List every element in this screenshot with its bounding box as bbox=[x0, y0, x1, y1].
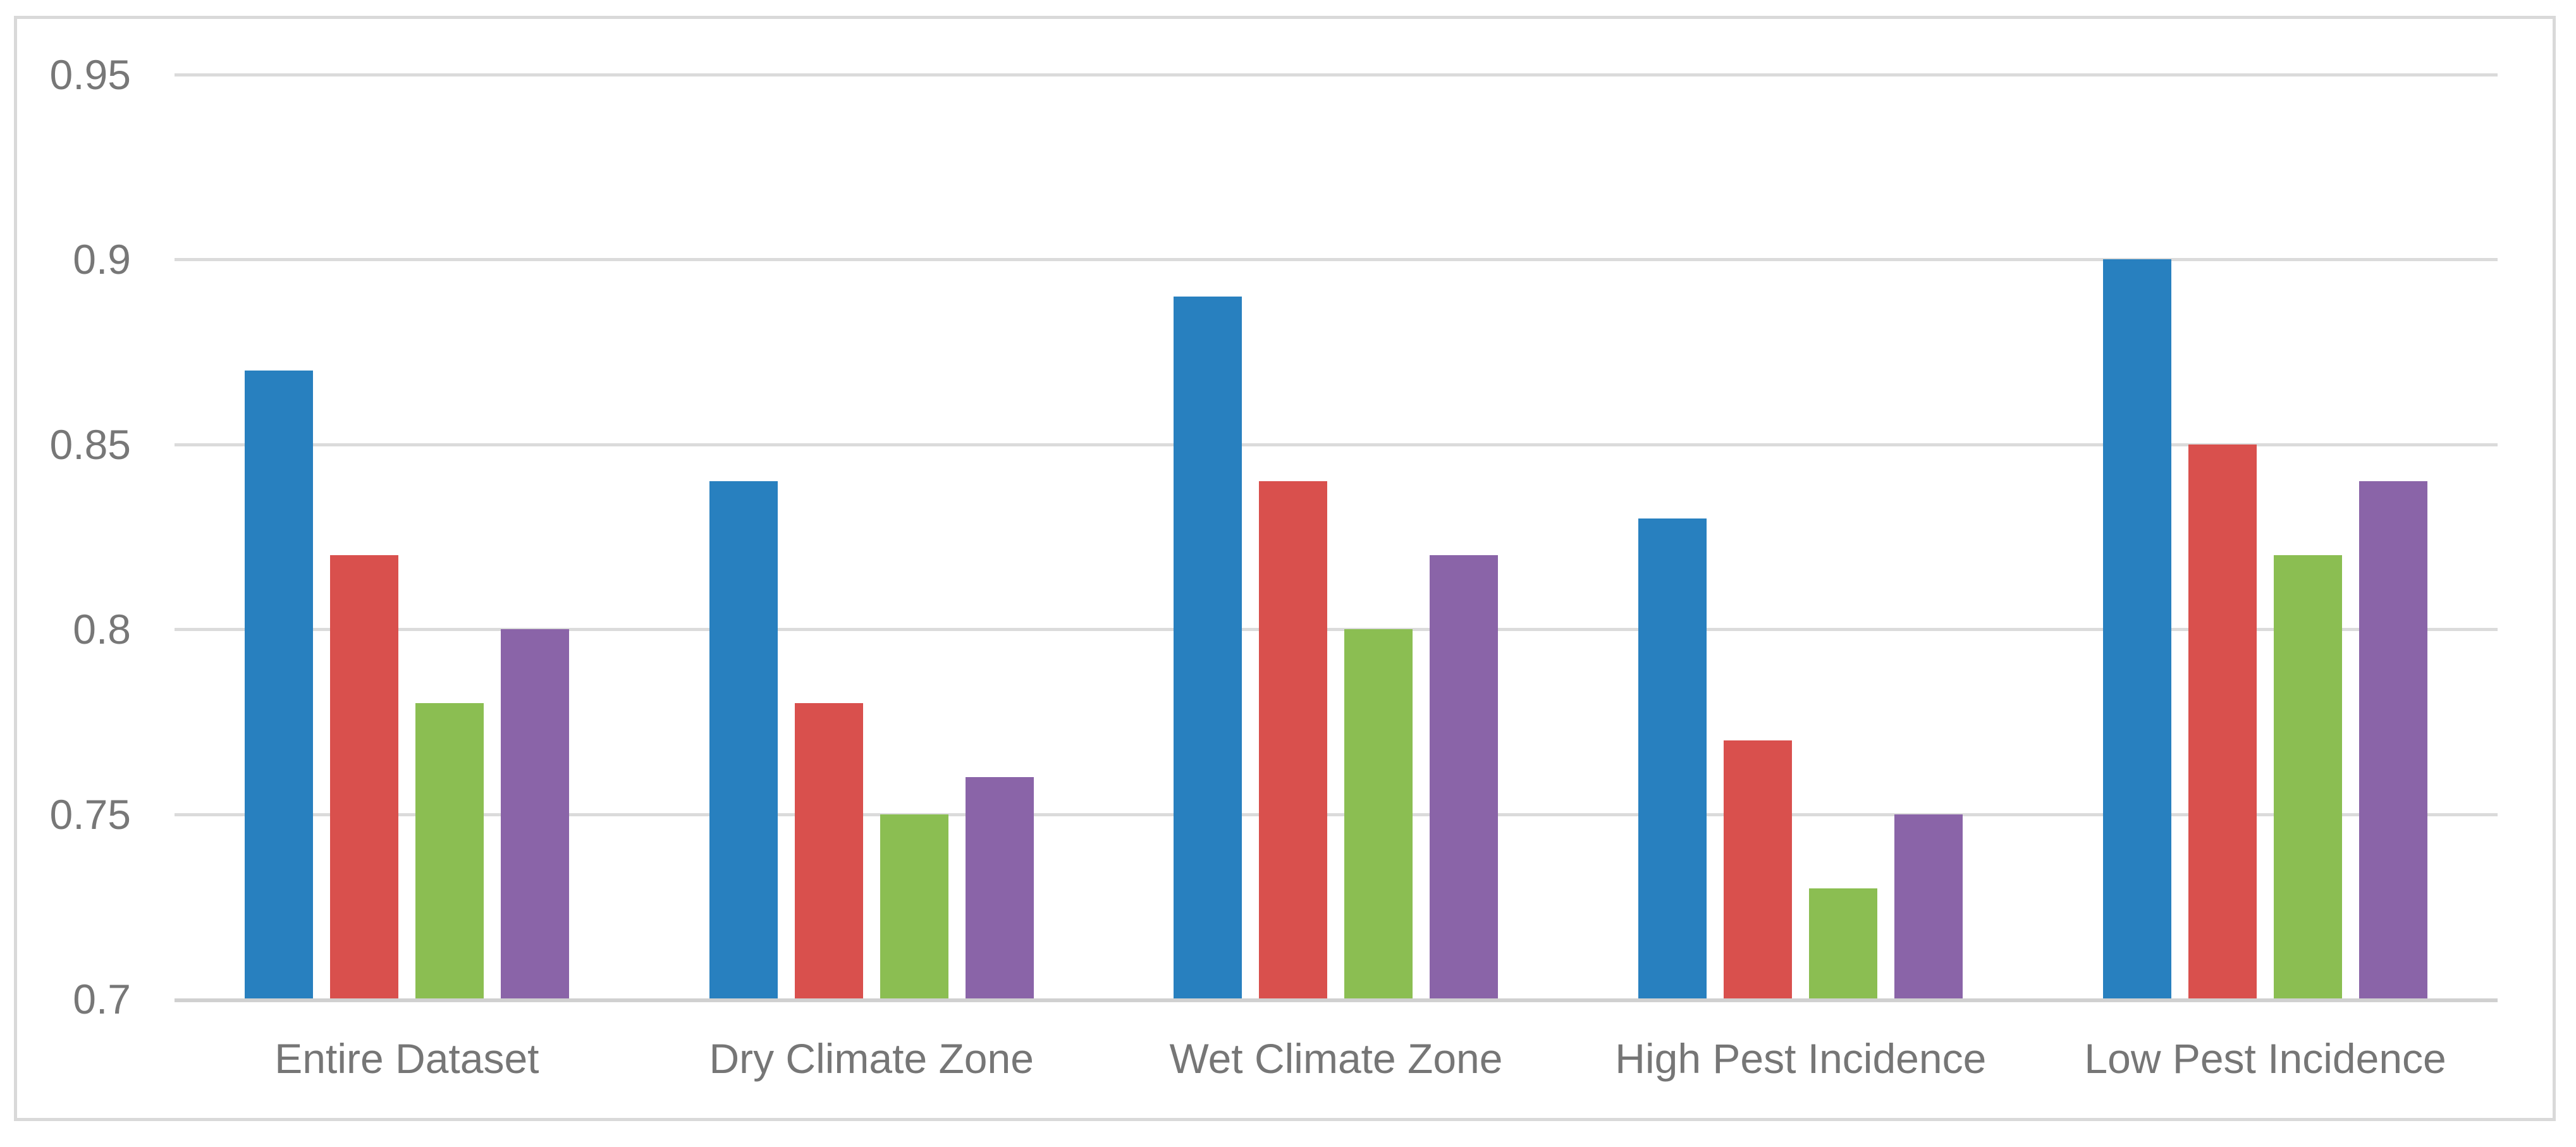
y-axis: 0.95 0.9 0.85 0.8 0.75 0.7 bbox=[30, 51, 131, 1022]
gridline bbox=[175, 258, 2498, 262]
x-axis-label: Dry Climate Zone bbox=[709, 1035, 1034, 1082]
bar-series-1 bbox=[244, 370, 313, 999]
x-axis-label: High Pest Incidence bbox=[1615, 1035, 1987, 1082]
bar-series-1 bbox=[709, 481, 778, 999]
bar-series-2 bbox=[1724, 740, 1793, 999]
bar-group bbox=[175, 75, 639, 999]
bar-series-3 bbox=[880, 814, 948, 999]
gridline bbox=[175, 73, 2498, 77]
bar-series-3 bbox=[1809, 888, 1878, 999]
plot-area bbox=[175, 73, 2498, 1002]
x-axis-label: Wet Climate Zone bbox=[1169, 1035, 1503, 1082]
bar-series-1 bbox=[1638, 518, 1707, 999]
bar-group bbox=[1568, 75, 2033, 999]
bar-series-4 bbox=[2359, 481, 2428, 999]
bar-series-4 bbox=[500, 629, 569, 999]
gridline bbox=[175, 813, 2498, 816]
y-tick-label: 0.7 bbox=[73, 976, 131, 1022]
x-axis-labels-row: Entire Dataset Dry Climate Zone Wet Climat… bbox=[175, 1029, 2498, 1088]
bar-group bbox=[1104, 75, 1569, 999]
y-tick-label: 0.9 bbox=[73, 236, 131, 283]
bar-series-2 bbox=[1259, 481, 1328, 999]
bar-series-4 bbox=[1430, 555, 1499, 999]
bar-series-4 bbox=[1894, 814, 1963, 999]
bar-series-1 bbox=[1174, 296, 1242, 999]
bar-series-4 bbox=[965, 777, 1034, 999]
y-tick-label: 0.8 bbox=[73, 606, 131, 653]
bar-groups-row bbox=[175, 75, 2498, 999]
bar-group bbox=[639, 75, 1104, 999]
bar-group bbox=[2033, 75, 2498, 999]
bar-series-3 bbox=[1344, 629, 1413, 999]
y-tick-label: 0.75 bbox=[49, 790, 131, 838]
bar-series-2 bbox=[329, 555, 398, 999]
bar-series-3 bbox=[415, 703, 484, 999]
gridline bbox=[175, 628, 2498, 632]
y-tick-label: 0.85 bbox=[49, 420, 131, 468]
bar-series-3 bbox=[2274, 555, 2343, 999]
x-axis-line bbox=[175, 998, 2498, 1002]
x-axis-label: Low Pest Incidence bbox=[2084, 1035, 2446, 1082]
y-tick-label: 0.95 bbox=[49, 51, 131, 98]
bar-series-2 bbox=[2188, 444, 2257, 999]
bar-series-2 bbox=[794, 703, 863, 999]
gridline bbox=[175, 443, 2498, 446]
x-axis-label: Entire Dataset bbox=[274, 1035, 539, 1082]
chart-frame: 0.95 0.9 0.85 0.8 0.75 0.7 Entire Dataset Dry … bbox=[14, 16, 2556, 1121]
bar-series-1 bbox=[2103, 259, 2172, 999]
